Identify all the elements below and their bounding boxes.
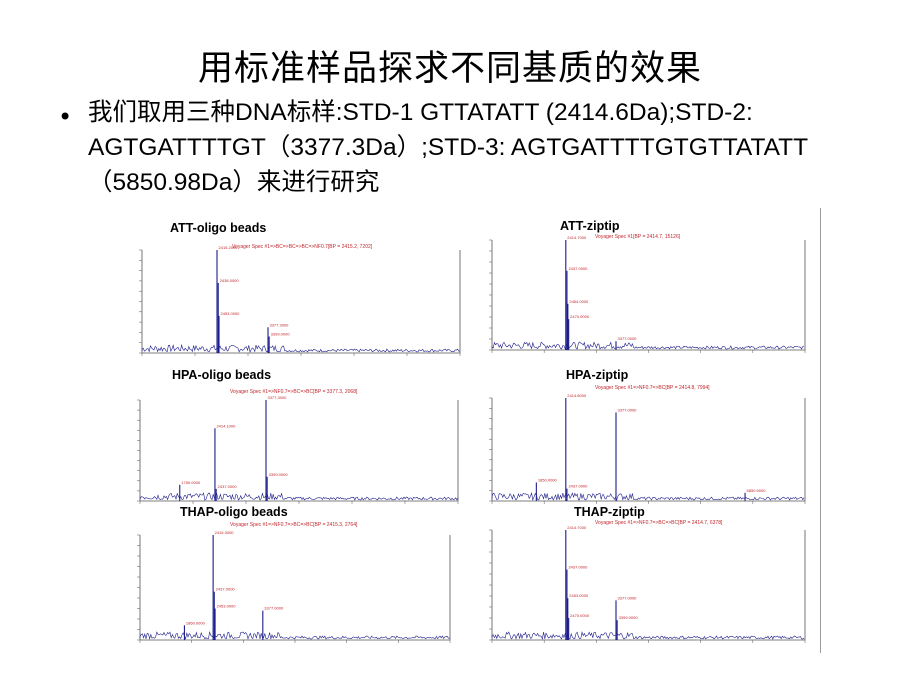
- baseline-noise: [141, 343, 461, 353]
- spectrum-plot: 2414.7000 2437.0000 2453.0000 3377.0000 3399…: [489, 525, 806, 643]
- peak-label: 1850.0000: [538, 477, 558, 482]
- peak-label: 2437.0000: [568, 484, 588, 489]
- panel-header: Voyager Spec #1=>NF0.7=>BC[BP = 2414.8, …: [595, 385, 710, 391]
- panel-title: THAP-ziptip: [574, 505, 645, 519]
- baseline-noise: [491, 631, 805, 640]
- bullet-text: 我们取用三种DNA标样:STD-1 GTTATATT (2414.6Da);ST…: [88, 99, 809, 196]
- spectrum-plot: 2414.7000 2437.0000 2454.0000 2470.0000 3377…: [489, 235, 806, 353]
- axis-frame: [491, 240, 806, 351]
- axis-frame: [141, 250, 461, 354]
- panel-hpa-ziptip: 2414.8000 3377.0000 1850.0000 2437.0000 5850…: [470, 358, 820, 506]
- spectra-figure: 2415.2000 2438.0000 2453.0000 3377.3000 3399…: [118, 208, 821, 653]
- peak-label: 3377.3000: [267, 395, 287, 400]
- peak-label: 2454.0000: [569, 299, 589, 304]
- axis-frame: [491, 530, 806, 641]
- peak-label: 2453.0000: [217, 604, 237, 609]
- panel-header: Voyager Spec #1=>NF0.7=>BC=>BC[BP = 3377…: [230, 389, 358, 395]
- panel-title: HPA-oligo beads: [172, 368, 272, 382]
- panel-title: HPA-ziptip: [566, 368, 629, 382]
- peak-label: 2470.0000: [570, 314, 590, 319]
- spectrum-plot: 2415.2000 2438.0000 2453.0000 3377.3000 3399…: [139, 245, 461, 356]
- panel-title: ATT-ziptip: [560, 219, 620, 233]
- panel-hpa-oligo: 2414.1000 3377.3000 3399.0000 2437.0000 1750…: [120, 358, 470, 506]
- peak-label: 3377.0000: [618, 336, 638, 341]
- panel-header: Voyager Spec #1[BP = 2414.7, 15126]: [595, 234, 681, 240]
- panel-att-ziptip: 2414.7000 2437.0000 2454.0000 2470.0000 3377…: [470, 210, 820, 358]
- axis-frame: [491, 398, 806, 502]
- bullet-marker: •: [58, 103, 73, 131]
- panel-header: Voyager Spec #1=>NF0.7=>BC=>BC[BP = 2414…: [595, 520, 723, 526]
- peak-label: 2437.0000: [216, 587, 236, 592]
- peak-label: 2438.0000: [220, 278, 240, 283]
- peak-label: 2453.0000: [569, 593, 589, 598]
- panel-thap-ziptip: 2414.7000 2437.0000 2453.0000 3377.0000 3399…: [470, 505, 820, 653]
- peak-label: 2414.8000: [567, 393, 587, 398]
- panel-header: Voyager Spec #1=>NF0.7=>BC=>BC[BP = 2415…: [230, 522, 358, 528]
- peak-label: 1860.0000: [186, 620, 206, 625]
- peak-label: 3399.0000: [269, 472, 289, 477]
- peak-label: 2414.7000: [567, 525, 587, 530]
- peak-label: 2414.1000: [216, 423, 236, 428]
- peak-label: 2415.3000: [215, 530, 235, 535]
- baseline-noise: [139, 492, 459, 501]
- baseline-noise: [491, 491, 805, 502]
- peak-label: 2414.7000: [567, 235, 587, 240]
- peak-label: 3399.0000: [271, 332, 291, 337]
- panel-thap-oligo: 2415.3000 2437.0000 2453.0000 3377.0000 1860…: [120, 505, 470, 653]
- peak-label: 3377.0000: [618, 407, 638, 412]
- spectrum-plot: 2415.3000 2437.0000 2453.0000 3377.0000 1860…: [137, 530, 451, 643]
- peak-label: 5850.9000: [747, 488, 767, 493]
- panel-att-oligo: 2415.2000 2438.0000 2453.0000 3377.3000 3399…: [120, 210, 470, 358]
- peak-label: 2470.0000: [570, 613, 590, 618]
- peak-label: 2437.0000: [568, 565, 588, 570]
- peak-label: 2437.0000: [218, 484, 238, 489]
- peak-label: 2453.0000: [221, 311, 241, 316]
- axis-frame: [139, 400, 459, 502]
- spectrum-plot: 2414.1000 3377.3000 3399.0000 2437.0000 1750…: [137, 395, 459, 504]
- panel-header: Voyager Spec #1=>BC=>BC=>BC=>NF0.7[BP = …: [232, 244, 373, 250]
- panel-title: ATT-oligo beads: [170, 221, 267, 235]
- baseline-noise: [139, 630, 450, 640]
- slide-title: 用标准样品探求不同基质的效果: [197, 49, 702, 89]
- peak-label: 2437.0000: [568, 266, 588, 271]
- peak-label: 3399.0000: [619, 615, 639, 620]
- baseline-noise: [491, 341, 805, 350]
- panel-title: THAP-oligo beads: [180, 505, 288, 519]
- peak-label: 1750.0000: [181, 480, 201, 485]
- peak-label: 3377.0000: [618, 595, 638, 600]
- peak-label: 2415.2000: [219, 245, 239, 250]
- peak-label: 3377.0000: [264, 606, 284, 611]
- spectrum-plot: 2414.8000 3377.0000 1850.0000 2437.0000 5850…: [489, 393, 806, 504]
- peak-label: 3377.3000: [269, 322, 289, 327]
